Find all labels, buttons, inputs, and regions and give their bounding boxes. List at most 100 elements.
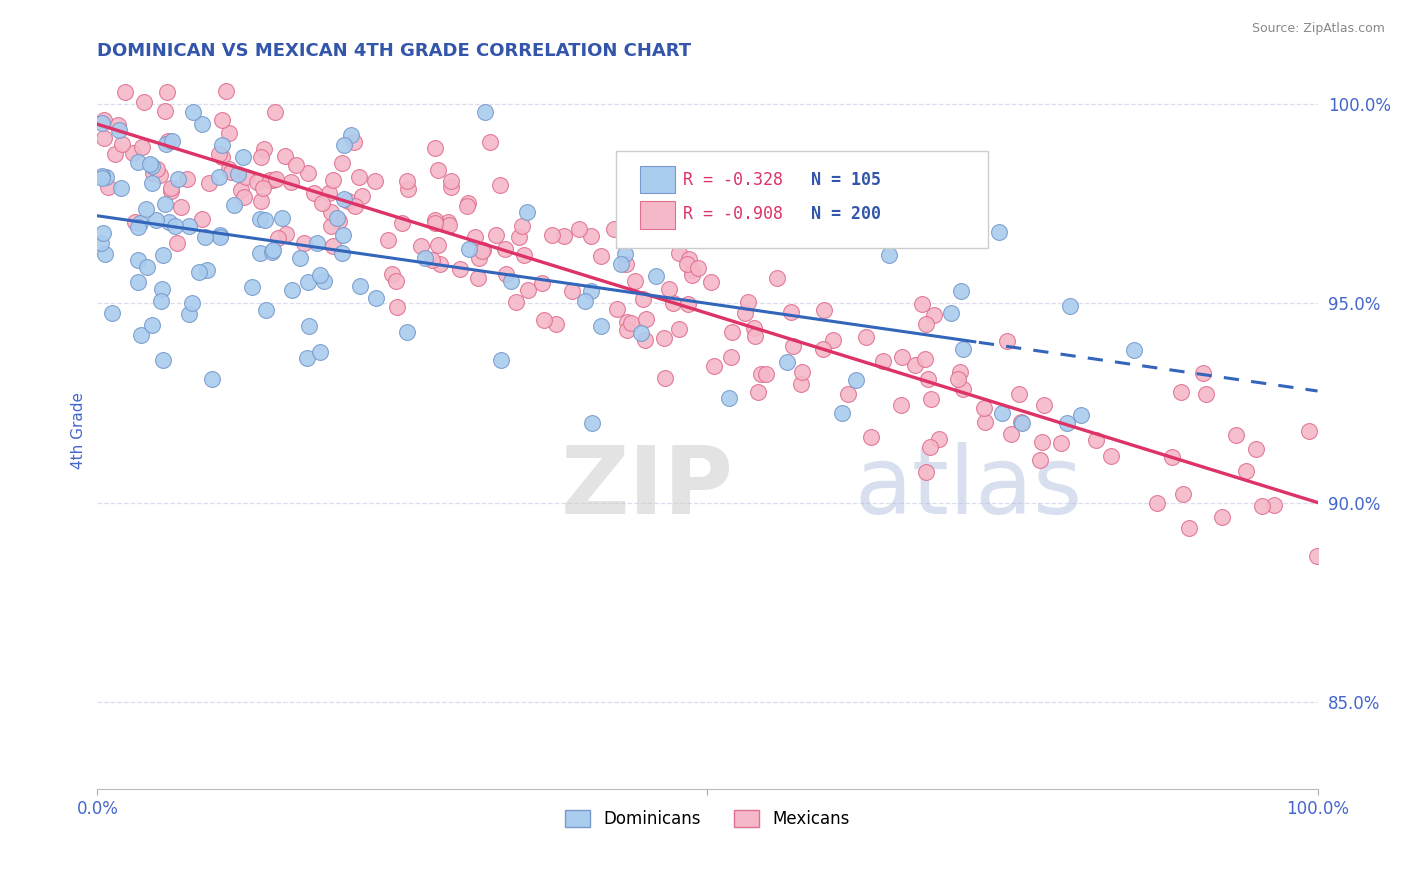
Point [249,212,271,227]
Point [821,333,844,347]
Point [377,233,399,247]
Point [479,135,502,149]
Point [1033,399,1056,413]
Point [350,189,373,203]
Point [153,197,176,211]
Point [458,243,481,257]
Point [860,430,883,444]
Point [271,211,294,226]
Point [589,250,612,264]
Point [344,199,367,213]
Point [246,175,269,189]
Point [364,174,387,188]
Point [1122,343,1144,357]
Point [249,194,271,208]
Point [652,331,675,345]
Point [340,128,363,142]
Point [946,371,969,385]
Point [505,295,527,310]
Point [513,248,536,262]
Point [928,432,950,446]
Point [1178,521,1201,535]
Point [471,244,494,259]
Point [262,173,284,187]
Point [654,370,676,384]
Point [254,303,277,318]
Point [914,351,936,366]
Legend: Dominicans, Mexicans: Dominicans, Mexicans [558,803,856,835]
Point [1008,387,1031,401]
Point [634,333,657,347]
Point [751,367,773,381]
Point [233,190,256,204]
Point [191,117,214,131]
Point [855,329,877,343]
Point [623,274,645,288]
Point [657,176,679,190]
Point [228,167,250,181]
Point [218,127,240,141]
Point [1084,433,1107,447]
Point [333,193,356,207]
Point [322,172,344,186]
Point [264,105,287,120]
Point [259,172,281,186]
Text: Source: ZipAtlas.com: Source: ZipAtlas.com [1251,22,1385,36]
Point [512,219,534,233]
Point [330,155,353,169]
Point [139,157,162,171]
Point [423,216,446,230]
Point [166,171,188,186]
Point [952,342,974,356]
Point [541,227,564,242]
Point [918,440,941,454]
Point [328,214,350,228]
Point [232,150,254,164]
FancyBboxPatch shape [640,166,675,193]
Point [308,268,330,282]
Point [553,229,575,244]
Point [187,264,209,278]
Point [765,271,787,285]
Text: R = -0.328: R = -0.328 [683,171,783,189]
Point [681,263,703,277]
Point [215,84,238,98]
Point [343,135,366,149]
Point [127,155,149,169]
Point [681,268,703,283]
Point [366,291,388,305]
Point [602,222,624,236]
Point [423,212,446,227]
Point [1011,416,1033,430]
Point [568,222,591,236]
Point [131,140,153,154]
Point [94,247,117,261]
Point [737,294,759,309]
Y-axis label: 4th Grade: 4th Grade [72,392,86,469]
Point [165,219,187,234]
Point [208,146,231,161]
Point [494,242,516,256]
Point [616,315,638,329]
Point [219,164,242,178]
Point [395,325,418,339]
Point [129,327,152,342]
Point [610,257,633,271]
Point [516,283,538,297]
Point [135,260,157,274]
Point [330,246,353,260]
Point [104,147,127,161]
Point [311,196,333,211]
Point [949,365,972,379]
Point [782,339,804,353]
Point [636,311,658,326]
Point [952,382,974,396]
Point [108,123,131,137]
Point [633,293,655,307]
Point [579,228,602,243]
Point [91,226,114,240]
Point [891,350,914,364]
Point [531,276,554,290]
Point [911,297,934,311]
Point [198,176,221,190]
